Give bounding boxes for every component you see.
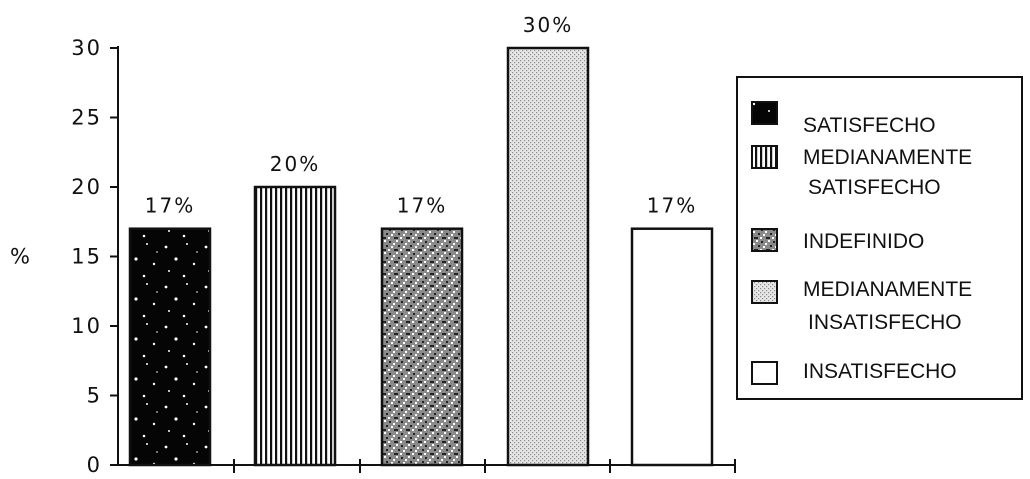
y-tick-label-5: 5 (87, 384, 102, 408)
y-tick-label-20: 20 (71, 175, 102, 199)
y-tick-label-0: 0 (87, 453, 102, 477)
legend-swatch-5 (751, 361, 778, 385)
legend-label-2-line-2: SATISFECHO (808, 176, 941, 199)
bar-4 (506, 46, 590, 467)
legend-box (736, 76, 1023, 400)
legend-label-5-line-1: INSATISFECHO (803, 360, 957, 383)
bar-3 (380, 227, 464, 467)
bar-5 (630, 227, 714, 467)
y-tick-label-15: 15 (71, 245, 102, 269)
y-tick-label-10: 10 (71, 314, 102, 338)
y-tick-label-25: 25 (71, 106, 102, 130)
data-label-4: 30% (523, 13, 573, 37)
legend-swatch-3 (751, 228, 778, 252)
legend-swatch-1 (751, 101, 778, 125)
legend-swatch-2 (751, 145, 778, 169)
bar-2 (253, 185, 337, 467)
legend-label-4-line-2: INSATISFECHO (808, 311, 962, 334)
legend-label-4-line-1: MEDIANAMENTE (803, 278, 972, 301)
data-label-1: 17% (145, 194, 195, 218)
legend-swatch-4 (751, 280, 778, 304)
legend-label-2-line-1: MEDIANAMENTE (803, 146, 972, 169)
legend-label-1-line-1: SATISFECHO (803, 114, 936, 137)
bar-1 (128, 227, 212, 467)
bars-layer: 17% 20% 17% 30% 17% (128, 13, 714, 467)
y-axis-label: % (10, 245, 30, 269)
axes-layer: 0 5 10 15 20 25 30% (10, 36, 736, 477)
data-label-2: 20% (270, 152, 320, 176)
data-label-5: 17% (647, 194, 697, 218)
legend: SATISFECHO MEDIANAMENTE SATISFECHO INDEFINI… (736, 76, 1023, 400)
y-tick-label-30: 30 (71, 36, 102, 60)
data-label-3: 17% (397, 194, 447, 218)
legend-label-3-line-1: INDEFINIDO (803, 230, 924, 253)
